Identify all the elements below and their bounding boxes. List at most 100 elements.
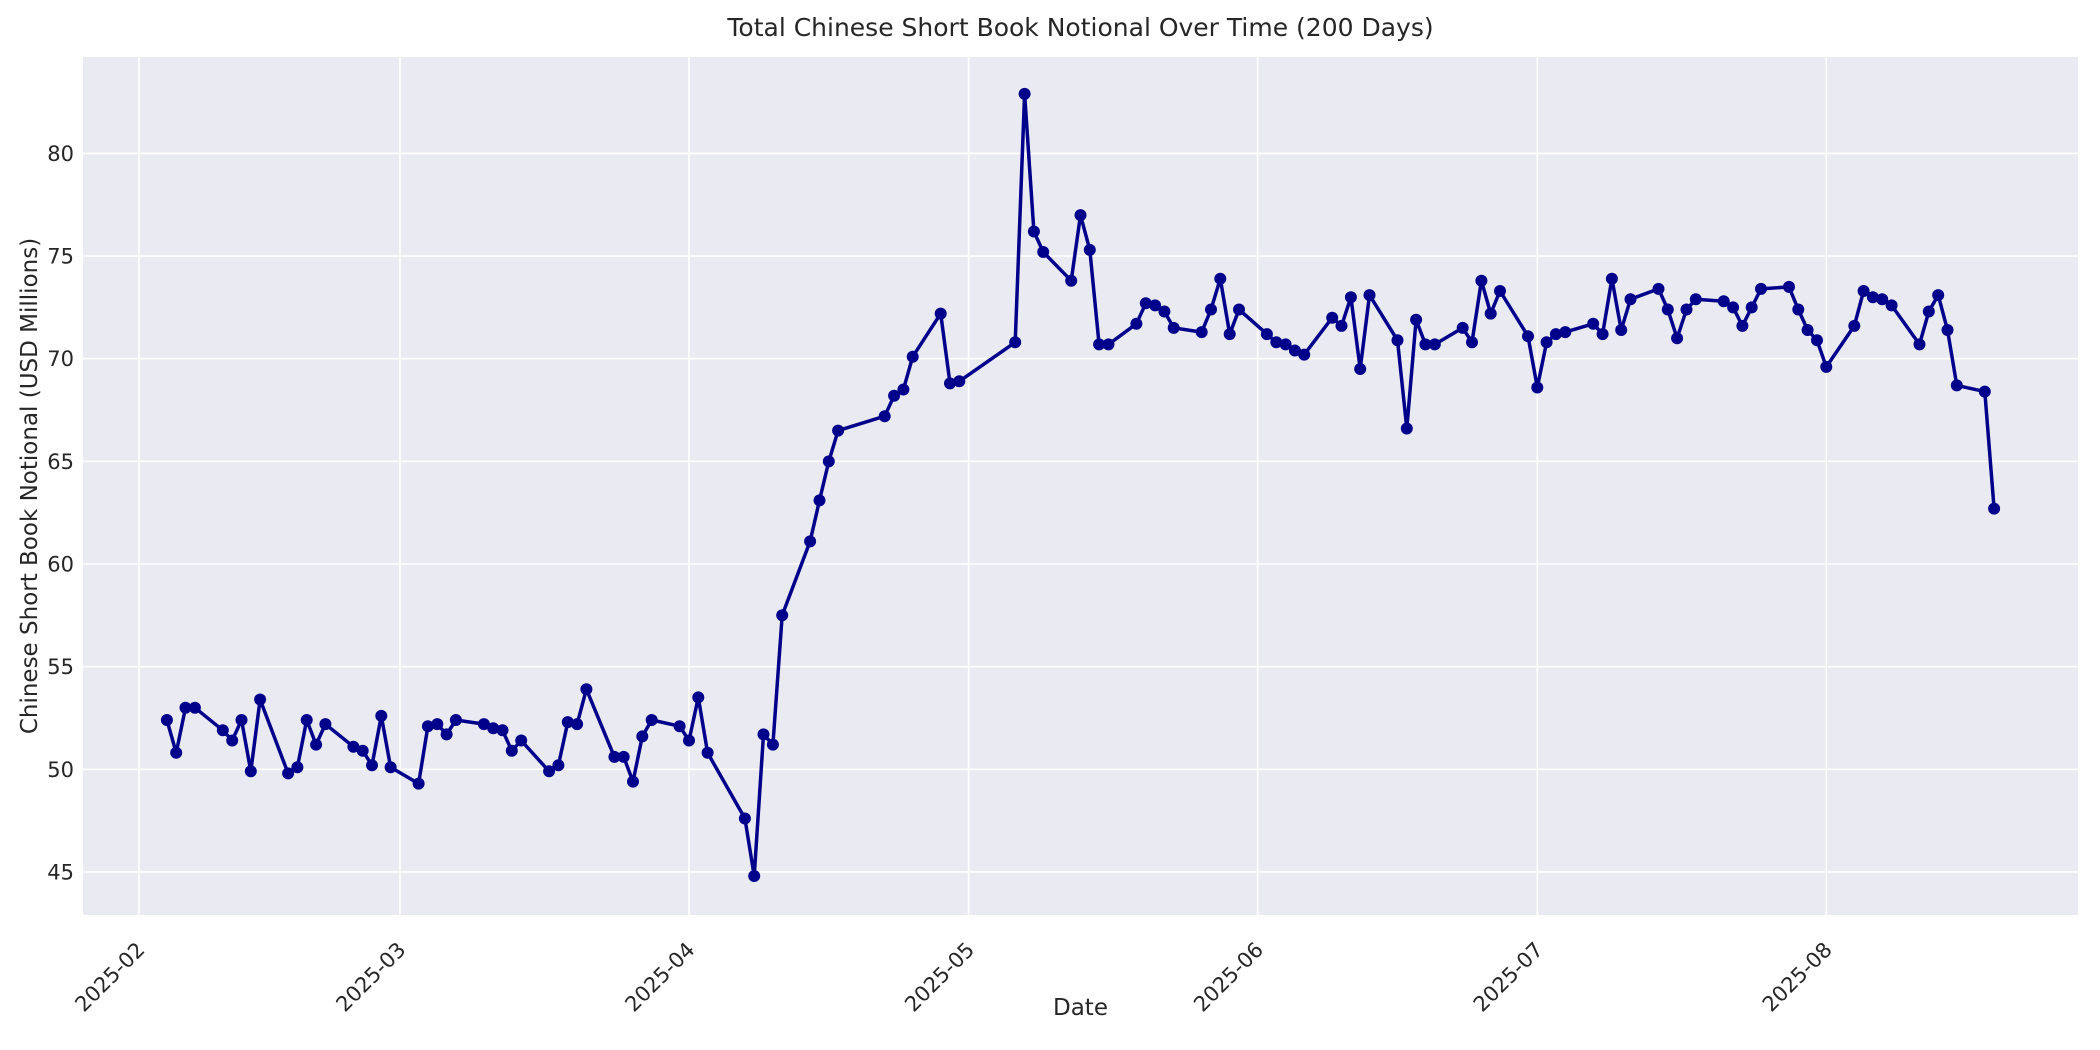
data-point-marker (1988, 502, 2001, 515)
y-tick-label: 50 (47, 758, 74, 782)
data-point-marker (1727, 301, 1740, 314)
data-point-marker (1270, 336, 1283, 349)
data-point-marker (1876, 293, 1889, 306)
data-point-marker (254, 693, 267, 706)
data-point-marker (319, 718, 332, 731)
data-point-marker (487, 722, 500, 735)
data-point-marker (1400, 422, 1413, 435)
data-point-marker (906, 350, 919, 363)
data-point-marker (645, 714, 658, 726)
data-point-marker (505, 744, 518, 757)
data-point-marker (1288, 344, 1301, 357)
data-point-marker (1466, 336, 1478, 349)
data-point-marker (1559, 326, 1572, 339)
data-point-marker (1801, 324, 1814, 336)
data-point-marker (1428, 338, 1441, 351)
data-point-marker (692, 691, 705, 704)
data-point-marker (375, 709, 388, 722)
data-point-marker (1130, 317, 1143, 330)
data-point-marker (496, 724, 509, 737)
data-point-marker (571, 718, 584, 731)
data-point-marker (1335, 319, 1348, 332)
data-point-marker (897, 383, 910, 396)
data-point-marker (1419, 338, 1432, 351)
data-point-marker (244, 765, 257, 778)
data-point-marker (1652, 282, 1665, 295)
data-point-marker (888, 389, 901, 402)
data-point-marker (1214, 272, 1227, 285)
data-point-marker (1866, 291, 1879, 304)
data-point-marker (1456, 321, 1469, 334)
chart-title: Total Chinese Short Book Notional Over T… (727, 13, 1434, 42)
data-point-marker (1755, 282, 1767, 295)
data-point-marker (1093, 338, 1106, 351)
data-point-marker (878, 410, 891, 423)
data-point-marker (934, 307, 947, 320)
data-point-marker (1615, 324, 1628, 336)
data-point-marker (701, 746, 714, 759)
data-point-marker (1922, 305, 1935, 318)
data-point-marker (617, 750, 630, 763)
y-tick-label: 65 (47, 450, 74, 474)
data-point-marker (1074, 209, 1087, 222)
data-point-marker (1083, 243, 1096, 256)
data-point-marker (1494, 285, 1506, 297)
data-point-marker (431, 718, 444, 731)
data-point-marker (1354, 363, 1367, 375)
data-point-marker (179, 701, 192, 714)
data-point-marker (738, 812, 751, 825)
data-point-marker (449, 714, 462, 726)
data-point-marker (608, 750, 621, 763)
data-point-marker (1205, 303, 1217, 316)
data-point-marker (1018, 87, 1031, 100)
data-point-marker (748, 870, 761, 882)
data-point-marker (1857, 285, 1870, 297)
data-point-marker (1027, 225, 1040, 238)
data-point-marker (1484, 307, 1497, 320)
data-point-marker (1680, 303, 1693, 316)
data-point-marker (1037, 246, 1050, 258)
data-point-marker (1167, 321, 1180, 334)
data-point-marker (673, 720, 686, 733)
data-point-marker (1279, 338, 1292, 351)
data-point-marker (282, 767, 295, 780)
data-point-marker (543, 765, 556, 778)
data-point-marker (366, 759, 378, 772)
data-point-marker (1885, 299, 1898, 312)
data-point-marker (291, 761, 304, 774)
data-point-marker (515, 734, 528, 747)
data-point-marker (1736, 319, 1749, 332)
data-point-marker (1661, 303, 1674, 316)
data-point-marker (804, 535, 817, 548)
data-point-marker (1783, 280, 1795, 293)
data-point-marker (1941, 324, 1954, 336)
data-point-marker (477, 718, 490, 731)
x-axis-label: Date (1053, 995, 1108, 1021)
data-point-marker (1391, 334, 1404, 347)
data-point-marker (1950, 379, 1963, 392)
data-point-marker (356, 744, 369, 757)
data-point-marker (1689, 293, 1702, 306)
data-point-marker (300, 714, 313, 726)
data-point-marker (1745, 301, 1758, 314)
data-point-marker (552, 759, 565, 772)
data-point-marker (757, 728, 770, 741)
y-tick-label: 70 (47, 347, 74, 371)
data-point-marker (1820, 360, 1833, 373)
data-point-marker (412, 777, 425, 790)
data-point-marker (1932, 289, 1945, 302)
data-point-marker (1848, 319, 1861, 332)
data-point-marker (1549, 328, 1562, 341)
data-point-marker (310, 738, 323, 751)
data-point-marker (580, 683, 593, 696)
data-point-marker (1326, 311, 1339, 324)
data-point-marker (1223, 328, 1236, 341)
data-point-marker (1624, 293, 1637, 306)
data-point-marker (766, 738, 779, 751)
plot-area (83, 57, 2078, 915)
data-point-marker (683, 734, 695, 747)
data-point-marker (1671, 332, 1684, 345)
y-tick-label: 55 (47, 655, 74, 679)
data-point-marker (944, 377, 956, 390)
